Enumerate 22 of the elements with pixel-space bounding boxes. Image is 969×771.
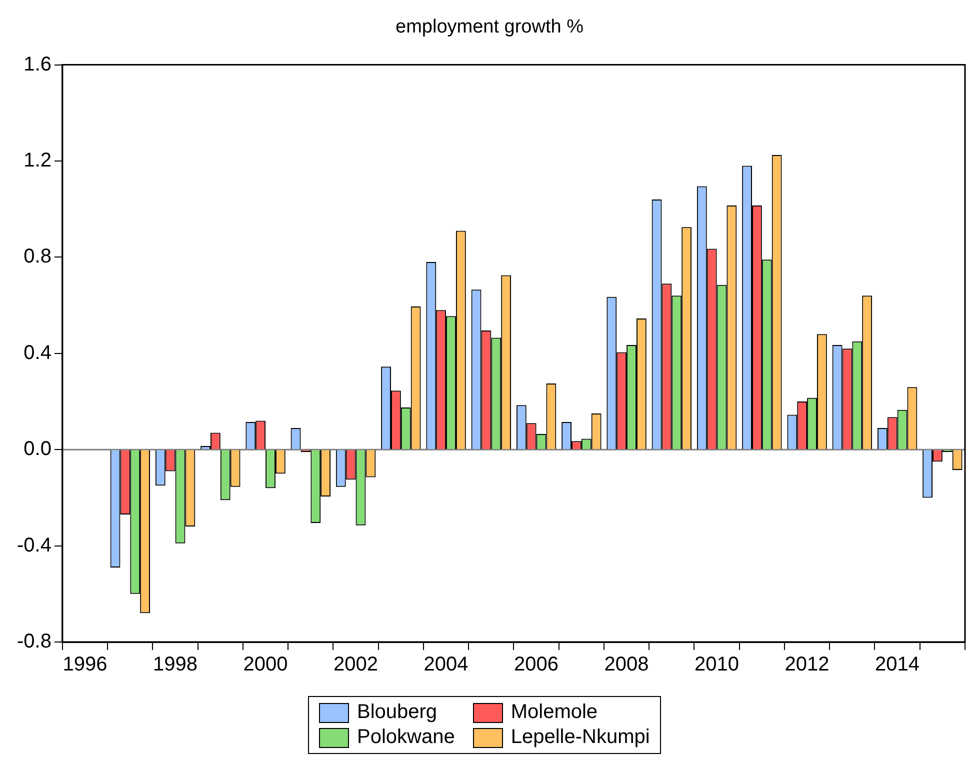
x-tick-label: 2000 xyxy=(243,654,288,676)
x-tick-label: 2002 xyxy=(334,654,378,676)
y-tick-label: 0.8 xyxy=(24,246,52,268)
x-tick-label: 2008 xyxy=(604,654,649,676)
legend-label: Molemole xyxy=(510,701,598,724)
y-tick-label: 1.6 xyxy=(24,53,52,76)
x-tick-label: 2012 xyxy=(784,654,830,676)
x-tick-label: 2006 xyxy=(514,654,559,676)
y-tick-label: 1.2 xyxy=(24,150,52,172)
legend-label: Polokwane xyxy=(357,726,455,749)
y-tick-label: 0.4 xyxy=(24,342,52,364)
y-tick-label: -0.4 xyxy=(16,534,52,556)
legend-label: Lepelle-Nkumpi xyxy=(510,726,650,749)
x-tick-label: 2014 xyxy=(875,654,920,676)
legend-label: Blouberg xyxy=(357,701,438,724)
chart-title: employment growth % xyxy=(396,16,584,38)
x-tick-label: 2004 xyxy=(424,654,468,676)
y-tick-label: -0.8 xyxy=(16,630,52,653)
x-tick-label: 1998 xyxy=(153,654,198,676)
x-tick-label: 1996 xyxy=(62,654,108,676)
x-tick-label: 2010 xyxy=(694,654,740,676)
y-tick-label: 0.0 xyxy=(24,438,52,460)
